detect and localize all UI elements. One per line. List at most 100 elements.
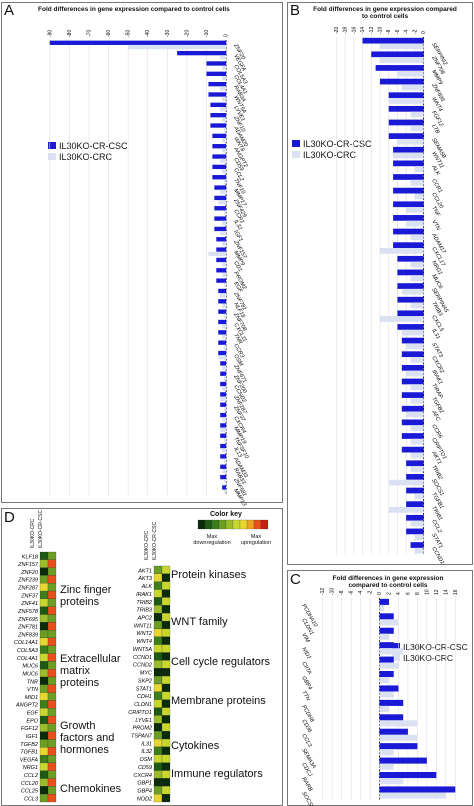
category-label: NID1 — [300, 647, 311, 661]
category-label: AFC — [430, 409, 441, 422]
bar-cr-csc — [397, 324, 424, 330]
color-key-max-up: Max upregulation — [240, 534, 272, 546]
heatmap-cell — [39, 762, 49, 771]
heatmap-cell — [153, 770, 163, 779]
heatmap-row-label: IRAK1 — [136, 592, 152, 598]
heatmap-cell — [153, 605, 163, 614]
heatmap-cell — [153, 660, 163, 669]
color-key-cell — [204, 519, 213, 530]
bar-cr-csc — [379, 598, 389, 605]
bar-crc — [222, 303, 227, 308]
bar-crc — [379, 778, 404, 785]
heatmap-cell — [161, 731, 171, 740]
x-tick-label: 0 — [224, 34, 230, 37]
bar-cr-csc — [379, 728, 408, 735]
bar-cr-csc — [379, 613, 394, 620]
heatmap-cell — [39, 708, 49, 717]
bar-crc — [401, 329, 424, 336]
bar-cr-csc — [397, 269, 424, 276]
x-tick-label: -60 — [106, 30, 112, 37]
heatmap-row-label: ZNF839 — [17, 632, 38, 638]
heatmap-cell — [153, 754, 163, 763]
bar-cr-csc — [220, 443, 227, 449]
x-tick-label: 0 — [377, 592, 383, 595]
heatmap-row-label: COL5A3 — [17, 648, 39, 654]
bar-cr-csc — [220, 474, 227, 480]
heatmap-cell — [39, 583, 49, 592]
bar-cr-csc — [220, 464, 227, 469]
x-tick-label: -6 — [349, 590, 355, 595]
category-label: IGF1 — [232, 229, 243, 243]
bar-cr-csc — [388, 92, 424, 99]
heatmap-row-label: ZNF20 — [20, 570, 39, 576]
bar-crc — [224, 179, 227, 184]
bar-cr-csc — [212, 164, 227, 170]
x-tick-label: -8 — [339, 590, 345, 595]
bar-crc — [410, 438, 424, 445]
bar-crc — [224, 458, 227, 463]
bar-crc — [414, 166, 424, 172]
bar-cr-csc — [216, 237, 227, 242]
heatmap-cell — [153, 589, 163, 598]
heatmap-cell — [39, 575, 49, 584]
bar-crc — [397, 138, 424, 145]
bar-crc — [406, 370, 424, 377]
bar-crc — [222, 96, 227, 102]
bar-cr-csc — [397, 283, 424, 289]
bar-crc — [220, 396, 227, 401]
heatmap-cell — [39, 794, 49, 803]
heatmap-cell — [47, 692, 57, 701]
bar-crc — [401, 84, 424, 91]
heatmap-row-label: MUC6 — [22, 664, 39, 670]
heatmap-row-label: SKP2 — [138, 678, 152, 684]
heatmap-cell — [153, 573, 163, 582]
bar-crc — [218, 200, 227, 205]
heatmap-cell — [47, 669, 57, 678]
bar-crc — [410, 397, 424, 404]
bar-cr-csc — [362, 37, 424, 44]
legend-swatch-crc — [48, 153, 56, 160]
heatmap-cell — [39, 637, 49, 646]
bar-cr-csc — [379, 757, 427, 764]
heatmap-cell — [153, 731, 163, 740]
heatmap-cell — [153, 597, 163, 606]
bar-crc — [410, 261, 424, 268]
panel-a-label: A — [4, 2, 15, 19]
heatmap-cell — [47, 700, 57, 709]
legend-swatch-crc — [392, 654, 400, 661]
bar-crc — [224, 127, 227, 133]
heatmap-row-label: IL32 — [141, 749, 152, 755]
heatmap-cell — [47, 614, 57, 623]
bar-cr-csc — [218, 299, 227, 304]
bar-crc — [379, 720, 418, 727]
x-tick-label: -6 — [395, 29, 401, 34]
heatmap-cell — [161, 699, 171, 708]
group-wnt: WNT family — [171, 616, 228, 628]
group-zinc-finger: Zinc finger proteins — [60, 584, 112, 608]
heatmap-cell — [161, 628, 171, 637]
bar-cr-csc — [401, 337, 424, 344]
bar-crc — [224, 489, 227, 494]
bar-crc — [222, 169, 227, 174]
heatmap-cell — [39, 778, 49, 787]
heatmap-row-label: ZNF41 — [20, 601, 38, 607]
heatmap-cell — [39, 598, 49, 607]
heatmap-cell — [47, 762, 57, 771]
heatmap-cell — [47, 755, 57, 764]
heatmap-cell — [47, 606, 57, 615]
bar-cr-csc — [214, 216, 227, 221]
panel-a-title: Fold differences in gene expression comp… — [38, 6, 230, 13]
heatmap-row-label: PROM2 — [132, 726, 152, 732]
heatmap-cell — [153, 683, 163, 692]
x-tick-label: 10 — [424, 589, 430, 595]
heatmap-cell — [39, 684, 49, 693]
category-label: LTB — [430, 124, 440, 136]
heatmap-cell — [153, 715, 163, 724]
bar-crc — [410, 520, 424, 527]
heatmap-cell — [153, 746, 163, 755]
heatmap-cell — [161, 620, 171, 630]
x-tick-label: 8 — [415, 592, 421, 595]
bar-cr-csc — [379, 772, 437, 779]
panel-c-title: Fold differences in gene expression comp… — [332, 575, 444, 589]
